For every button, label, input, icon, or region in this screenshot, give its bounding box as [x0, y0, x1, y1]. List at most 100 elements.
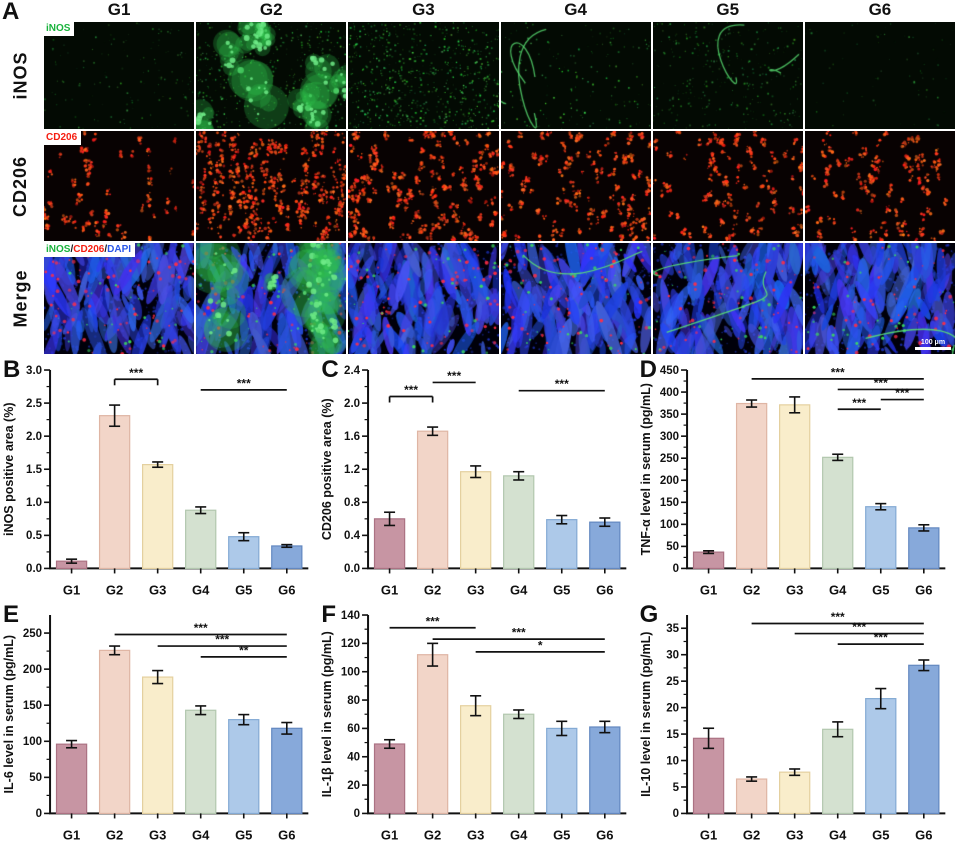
- bar-g4: [185, 509, 217, 570]
- fluorescence-canvas: [652, 243, 803, 354]
- bar-g2: [417, 653, 449, 814]
- fluorescence-canvas: [196, 22, 347, 129]
- column-header-g6: G6: [868, 0, 892, 19]
- error-bar-g3: [470, 694, 482, 716]
- svg-text:2.4: 2.4: [344, 365, 361, 377]
- x-tick-label: G2: [424, 582, 441, 597]
- svg-text:50: 50: [666, 541, 679, 553]
- fluorescence-image-merge-g4: [500, 243, 651, 354]
- bar-g2: [98, 649, 131, 814]
- chart-panel-G: G 0 5 10 15 20 25 30 35 G1 G2 G3 G4 G5 G6 *** *** *** IL-…: [637, 601, 955, 845]
- column-header-g5: G5: [716, 0, 740, 19]
- x-tick-label: G1: [381, 582, 398, 597]
- fluorescence-image-merge-g3: [348, 243, 499, 354]
- svg-text:200: 200: [23, 663, 42, 675]
- svg-text:***: ***: [830, 609, 844, 623]
- svg-text:20: 20: [666, 702, 679, 714]
- y-axis-label: CD206 positive area (%): [320, 398, 334, 540]
- row-label-inos: iNOS: [10, 51, 31, 100]
- x-tick-label: G4: [829, 827, 847, 842]
- svg-text:***: ***: [873, 376, 887, 390]
- panel-c-label: C: [321, 356, 339, 383]
- x-tick-label: G6: [596, 827, 613, 842]
- bar-g5: [864, 697, 897, 814]
- bar-g6: [907, 664, 940, 814]
- error-bar-g4: [831, 453, 843, 462]
- channel-tag: iNOS: [44, 22, 75, 36]
- y-axis-label: iNOS positive area (%): [2, 403, 16, 536]
- x-tick-label: G5: [872, 582, 889, 597]
- svg-text:***: ***: [852, 620, 866, 634]
- svg-text:0.0: 0.0: [26, 563, 42, 575]
- error-bar-g6: [281, 721, 293, 735]
- error-bar-g5: [238, 713, 250, 725]
- svg-text:80: 80: [348, 694, 361, 706]
- svg-text:0.0: 0.0: [344, 563, 360, 575]
- svg-text:***: ***: [237, 376, 251, 390]
- x-tick-label: G6: [278, 582, 295, 597]
- error-bar-g5: [874, 687, 886, 709]
- fluorescence-canvas: [348, 131, 499, 241]
- error-bar-g5: [556, 514, 568, 525]
- x-tick-label: G2: [106, 582, 123, 597]
- svg-text:0.8: 0.8: [344, 497, 361, 509]
- significance-g1-g3: ***: [389, 614, 476, 629]
- svg-text:150: 150: [660, 497, 679, 509]
- fluorescence-image-inos-g1: iNOS: [44, 22, 195, 129]
- svg-text:***: ***: [404, 383, 418, 397]
- bar-chart-il10: 0 5 10 15 20 25 30 35 G1 G2 G3 G4 G5 G6 *** *** *** IL-10…: [639, 609, 945, 842]
- y-axis-label: TNF-α level in serum (pg/mL): [639, 383, 653, 555]
- fluorescence-canvas: [348, 22, 499, 129]
- svg-text:150: 150: [23, 700, 42, 712]
- svg-text:2.0: 2.0: [344, 398, 360, 410]
- svg-text:**: **: [239, 643, 249, 657]
- x-tick-label: G5: [235, 582, 252, 597]
- fluorescence-canvas: [196, 131, 347, 241]
- x-tick-label: G2: [106, 827, 123, 842]
- x-tick-label: G2: [743, 582, 760, 597]
- x-tick-label: G2: [743, 827, 760, 842]
- error-bar-g4: [831, 720, 843, 738]
- panel-a-corner: A: [0, 0, 42, 25]
- svg-text:0.4: 0.4: [344, 530, 361, 542]
- significance-g4-g6: ***: [837, 630, 924, 645]
- bar-g5: [228, 718, 260, 814]
- svg-text:***: ***: [873, 630, 887, 644]
- error-bar-g3: [470, 465, 482, 479]
- bar-g6: [907, 527, 940, 570]
- fluorescence-canvas: [804, 22, 955, 129]
- error-bar-g4: [195, 704, 207, 715]
- fluorescence-image-inos-g3: [348, 22, 499, 129]
- bar-chart-cd206-positive-area: 0.0 0.4 0.8 1.2 1.6 2.0 2.4 G1 G2 G3 G4 G5 G6 *** *** *…: [320, 365, 627, 597]
- bar-g3: [141, 464, 174, 570]
- fluorescence-canvas: [348, 243, 499, 354]
- channel-tag: CD206: [44, 131, 82, 145]
- significance-g1-g2: ***: [389, 383, 434, 403]
- error-bar-g6: [599, 517, 611, 528]
- bar-g1: [692, 551, 724, 570]
- x-tick-label: G4: [192, 582, 210, 597]
- bar-g3: [141, 675, 174, 814]
- error-bar-g2: [109, 644, 121, 656]
- error-bar-g1: [702, 549, 714, 555]
- chart-panel-C: C 0.0 0.4 0.8 1.2 1.6 2.0 2.4 G1 G2 G3 G4 G5 G6 *** **…: [318, 356, 636, 601]
- svg-text:35: 35: [666, 623, 679, 635]
- svg-text:25: 25: [666, 675, 679, 687]
- svg-text:0.5: 0.5: [26, 530, 43, 542]
- significance-g2-g3: ***: [113, 366, 159, 386]
- error-bar-g4: [513, 708, 525, 719]
- bar-g3: [460, 471, 492, 570]
- svg-text:3.0: 3.0: [26, 365, 42, 377]
- x-tick-label: G1: [63, 827, 80, 842]
- x-tick-label: G1: [63, 582, 80, 597]
- x-tick-label: G3: [467, 582, 484, 597]
- fluorescence-image-cd206-g4: [500, 131, 651, 241]
- error-bar-g6: [599, 720, 611, 733]
- bar-g5: [546, 519, 578, 570]
- y-axis-label: IL-10 level in serum (pg/mL): [639, 631, 653, 796]
- svg-text:100: 100: [341, 666, 360, 678]
- error-bar-g2: [427, 642, 439, 667]
- significance-g4-g6: ***: [200, 376, 287, 391]
